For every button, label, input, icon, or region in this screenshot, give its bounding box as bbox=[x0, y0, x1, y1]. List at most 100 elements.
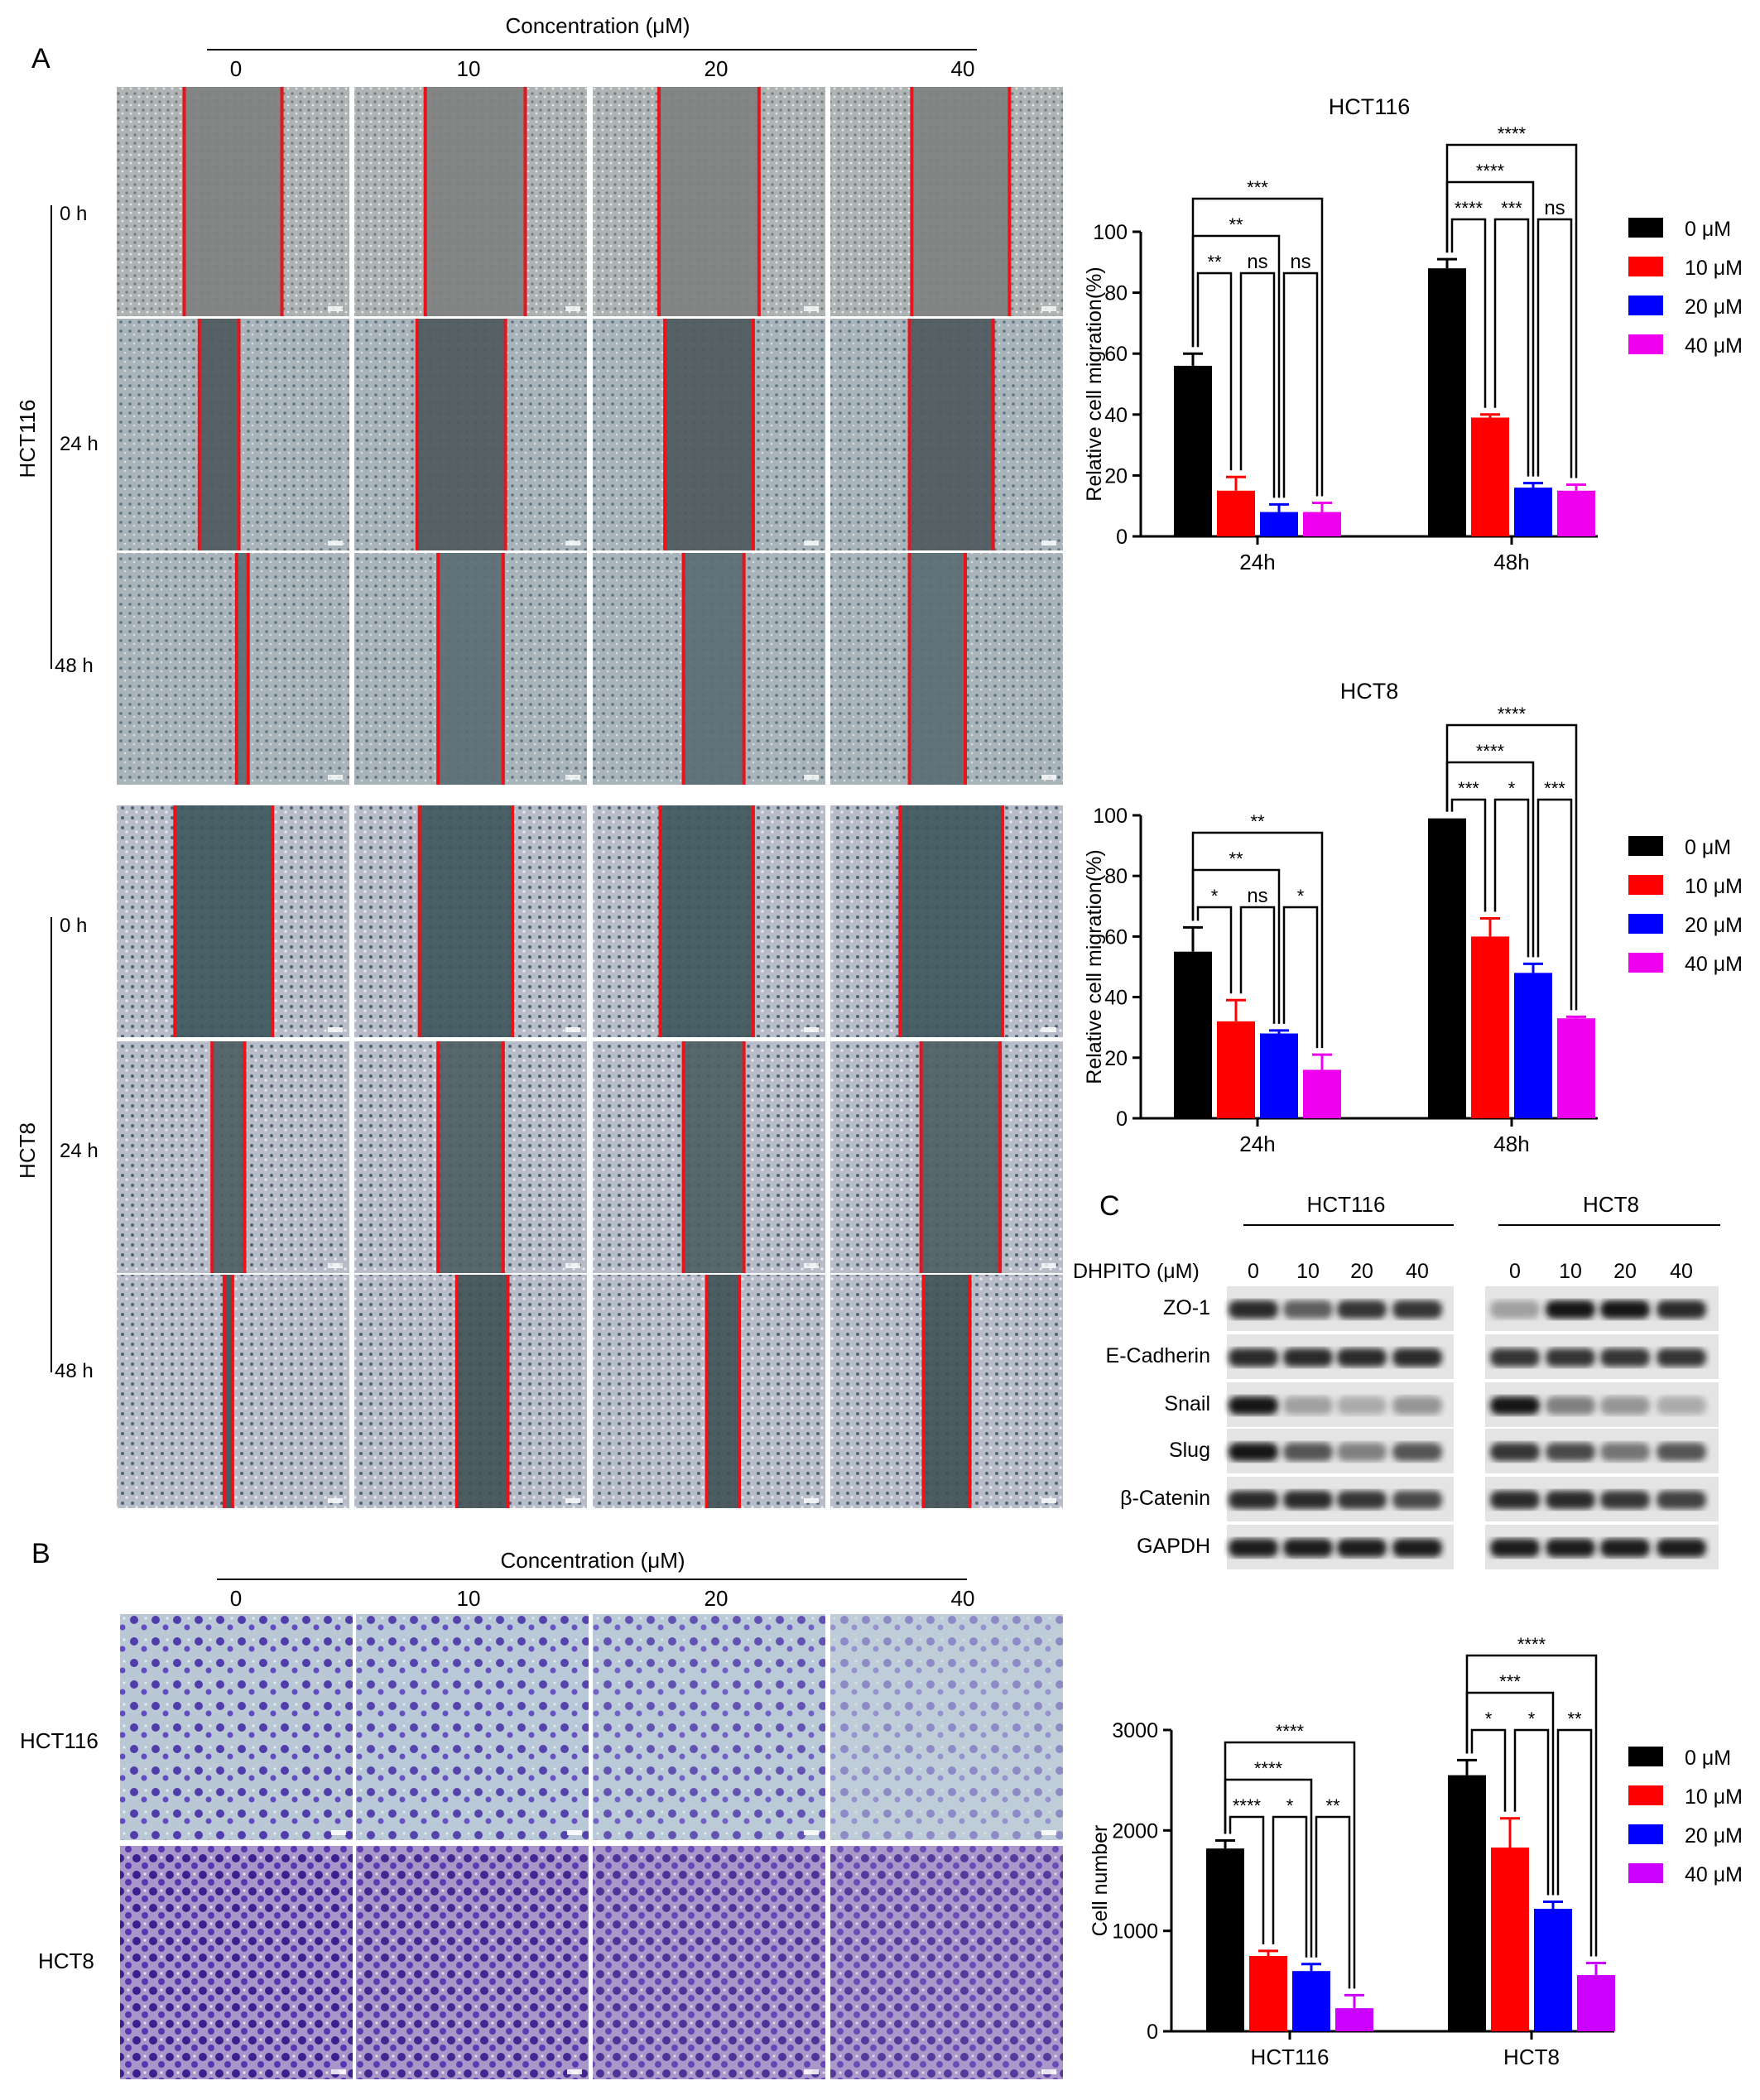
panel-c-letter: C bbox=[1099, 1190, 1120, 1222]
significance-label: * bbox=[1485, 1708, 1493, 1729]
y-tick-label: 60 bbox=[1104, 925, 1128, 949]
blot-protein-label: Slug bbox=[1169, 1439, 1210, 1462]
wound-gap bbox=[659, 87, 759, 316]
scale-bar bbox=[328, 775, 343, 780]
significance-label: **** bbox=[1455, 198, 1483, 219]
panel-b-row-hct8: HCT8 bbox=[38, 1949, 94, 1973]
blot-band bbox=[1392, 1491, 1442, 1509]
transwell-tile bbox=[593, 1846, 825, 2079]
wound-gap bbox=[184, 87, 282, 316]
scale-bar bbox=[1041, 2069, 1056, 2074]
legend-label: 40 μM bbox=[1685, 334, 1743, 358]
blot-band bbox=[1337, 1539, 1387, 1557]
wound-gap bbox=[909, 553, 965, 785]
chart-title: HCT8 bbox=[1340, 679, 1399, 704]
blot-band bbox=[1546, 1491, 1595, 1509]
y-tick-label: 0 bbox=[1147, 2021, 1158, 2044]
blot-dose-hct116: 0 bbox=[1248, 1260, 1259, 1283]
hct116-time-48h: 48 h bbox=[55, 655, 94, 677]
blot-band bbox=[1229, 1443, 1278, 1461]
transwell-tile bbox=[356, 1846, 589, 2079]
significance-label: ** bbox=[1229, 214, 1243, 235]
blot-band bbox=[1657, 1300, 1706, 1319]
stained-cells bbox=[830, 1846, 1063, 2079]
significance-label: **** bbox=[1254, 1758, 1283, 1779]
bar bbox=[1260, 1033, 1298, 1118]
blot-band bbox=[1657, 1491, 1706, 1509]
legend-swatch bbox=[1628, 836, 1663, 856]
significance-label: *** bbox=[1458, 778, 1479, 799]
significance-label: *** bbox=[1247, 177, 1268, 198]
blot-protein-label: E-Cadherin bbox=[1106, 1344, 1210, 1367]
scale-bar bbox=[565, 775, 580, 780]
significance-label: **** bbox=[1498, 704, 1527, 724]
panel-b-conc-0: 0 bbox=[230, 1586, 242, 1611]
blot-band bbox=[1392, 1539, 1442, 1557]
scale-bar bbox=[1041, 1830, 1056, 1835]
wound-gap bbox=[224, 1275, 233, 1508]
blot-band bbox=[1337, 1348, 1387, 1367]
significance-bracket bbox=[1224, 1741, 1356, 1989]
significance-label: ** bbox=[1229, 848, 1243, 869]
wound-tile bbox=[593, 1275, 825, 1508]
stained-cells bbox=[120, 1846, 353, 2079]
significance-bracket bbox=[1272, 1815, 1308, 1958]
wound-gap bbox=[683, 553, 744, 785]
hct8-time-0h: 0 h bbox=[60, 915, 87, 937]
scale-bar bbox=[565, 306, 580, 311]
significance-label: * bbox=[1528, 1708, 1536, 1729]
blot-cell-line-hct116: HCT116 bbox=[1307, 1192, 1386, 1217]
y-tick-label: 20 bbox=[1104, 1047, 1128, 1070]
wound-gap bbox=[175, 805, 273, 1037]
legend-swatch bbox=[1628, 953, 1663, 973]
y-tick-label: 80 bbox=[1104, 282, 1128, 305]
wound-tile bbox=[593, 805, 825, 1037]
wound-tile bbox=[593, 319, 825, 550]
blot-band bbox=[1283, 1539, 1333, 1557]
wound-gap bbox=[706, 1275, 740, 1508]
scale-bar bbox=[804, 1263, 819, 1268]
significance-label: ns bbox=[1544, 197, 1565, 219]
y-tick-label: 40 bbox=[1104, 987, 1128, 1010]
wound-gap bbox=[923, 1275, 970, 1508]
panel-b-letter: B bbox=[31, 1538, 50, 1569]
wound-gap bbox=[456, 1275, 508, 1508]
blot-dose-hct8: 20 bbox=[1613, 1260, 1637, 1283]
wound-tile bbox=[830, 1041, 1063, 1273]
hct116-time-24h: 24 h bbox=[60, 433, 99, 455]
blot-dose-hct8: 0 bbox=[1509, 1260, 1521, 1283]
blot-band bbox=[1392, 1443, 1442, 1461]
panel-a-letter: A bbox=[31, 43, 50, 74]
significance-label: **** bbox=[1476, 161, 1505, 181]
scale-bar bbox=[565, 1263, 580, 1268]
bar bbox=[1206, 1848, 1244, 2031]
blot-band bbox=[1337, 1300, 1387, 1319]
significance-bracket bbox=[1239, 272, 1276, 498]
legend-label: 0 μM bbox=[1685, 836, 1731, 859]
wound-tile bbox=[117, 1041, 349, 1273]
wound-tile bbox=[593, 1041, 825, 1273]
wound-gap bbox=[416, 319, 506, 550]
x-tick-label: HCT116 bbox=[1251, 2045, 1330, 2069]
hct8-time-48h: 48 h bbox=[55, 1360, 94, 1382]
blot-protein-label: Snail bbox=[1164, 1392, 1210, 1415]
significance-bracket bbox=[1445, 143, 1578, 478]
y-tick-label: 20 bbox=[1104, 464, 1128, 488]
legend-swatch bbox=[1628, 1785, 1663, 1805]
blot-band bbox=[1229, 1348, 1278, 1367]
y-tick-label: 100 bbox=[1093, 805, 1128, 828]
bar bbox=[1491, 1847, 1529, 2031]
chart-hct116-migration: HCT116 Relative cell migration(%) 0 20 40 60 8… bbox=[1083, 94, 1743, 574]
legend-swatch bbox=[1628, 1824, 1663, 1844]
blot-band bbox=[1600, 1300, 1650, 1319]
blot-dose-hct116: 40 bbox=[1406, 1260, 1429, 1283]
significance-label: ** bbox=[1207, 252, 1222, 272]
blot-band bbox=[1392, 1396, 1442, 1415]
blot-dose-hct8: 40 bbox=[1670, 1260, 1693, 1283]
legend-label: 20 μM bbox=[1685, 914, 1743, 937]
blot-band bbox=[1229, 1491, 1278, 1509]
wound-tile bbox=[117, 87, 349, 316]
y-tick-label: 3000 bbox=[1112, 1719, 1158, 1742]
wound-gap bbox=[665, 319, 753, 550]
panel-a-conc-40: 40 bbox=[951, 56, 975, 81]
